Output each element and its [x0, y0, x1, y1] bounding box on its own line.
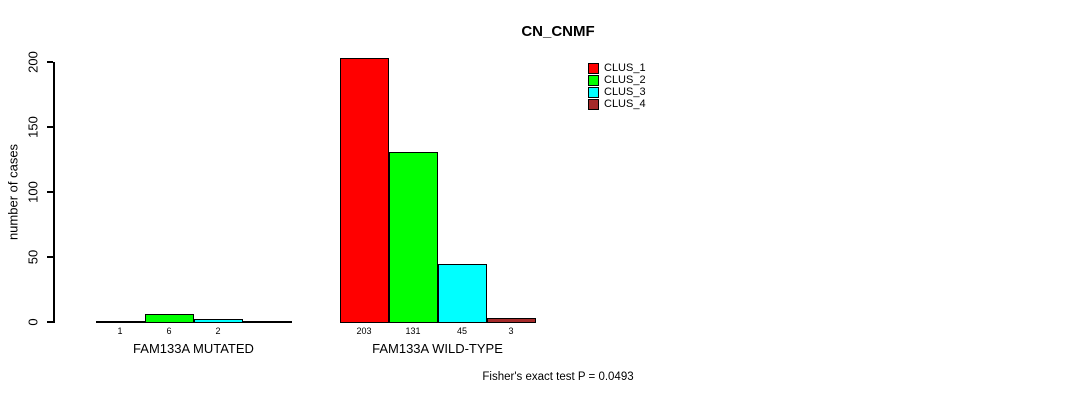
legend-swatch-icon	[588, 98, 599, 110]
y-axis-label: number of cases	[5, 143, 21, 241]
chart-title: CN_CNMF	[521, 23, 595, 40]
bar	[193, 319, 243, 323]
bar-value-label: 6	[166, 326, 172, 336]
bar	[144, 314, 194, 323]
footnote-text: Fisher's exact test P = 0.0493	[482, 371, 634, 383]
bar	[486, 318, 536, 323]
y-axis-tick	[46, 61, 53, 63]
y-tick-label: 150	[25, 116, 41, 138]
bar	[242, 321, 292, 323]
y-axis-tick	[46, 256, 53, 258]
y-axis-tick	[46, 321, 53, 323]
bar-value-label: 203	[356, 326, 372, 336]
legend-row: CLUS_1	[588, 62, 646, 74]
bar	[437, 263, 487, 323]
bar-value-label: 1	[117, 326, 123, 336]
bar-value-label: 3	[508, 326, 514, 336]
y-axis-tick	[46, 126, 53, 128]
legend-label: CLUS_1	[604, 61, 646, 74]
legend-label: CLUS_2	[604, 73, 646, 86]
bar-value-label: 2	[215, 326, 221, 336]
y-tick-label: 0	[25, 318, 41, 326]
bar	[388, 151, 438, 323]
y-tick-label: 50	[25, 249, 41, 265]
y-tick-label: 200	[25, 51, 41, 73]
legend: CLUS_1 CLUS_2 CLUS_3 CLUS_4	[588, 62, 646, 110]
legend-row: CLUS_4	[588, 98, 646, 110]
legend-swatch-icon	[588, 74, 599, 86]
y-axis-tick	[46, 191, 53, 193]
legend-swatch-icon	[588, 86, 599, 98]
x-group-label: FAM133A WILD-TYPE	[372, 341, 503, 356]
legend-row: CLUS_3	[588, 86, 646, 98]
bar-value-label: 131	[405, 326, 421, 336]
legend-label: CLUS_3	[604, 85, 646, 98]
legend-label: CLUS_4	[604, 97, 646, 110]
legend-row: CLUS_2	[588, 74, 646, 86]
legend-swatch-icon	[588, 62, 599, 74]
bar	[339, 58, 389, 323]
x-group-label: FAM133A MUTATED	[133, 341, 254, 356]
y-tick-label: 100	[25, 181, 41, 203]
bar-value-label: 45	[456, 326, 468, 336]
y-axis-line	[53, 62, 55, 323]
bar	[95, 320, 145, 323]
